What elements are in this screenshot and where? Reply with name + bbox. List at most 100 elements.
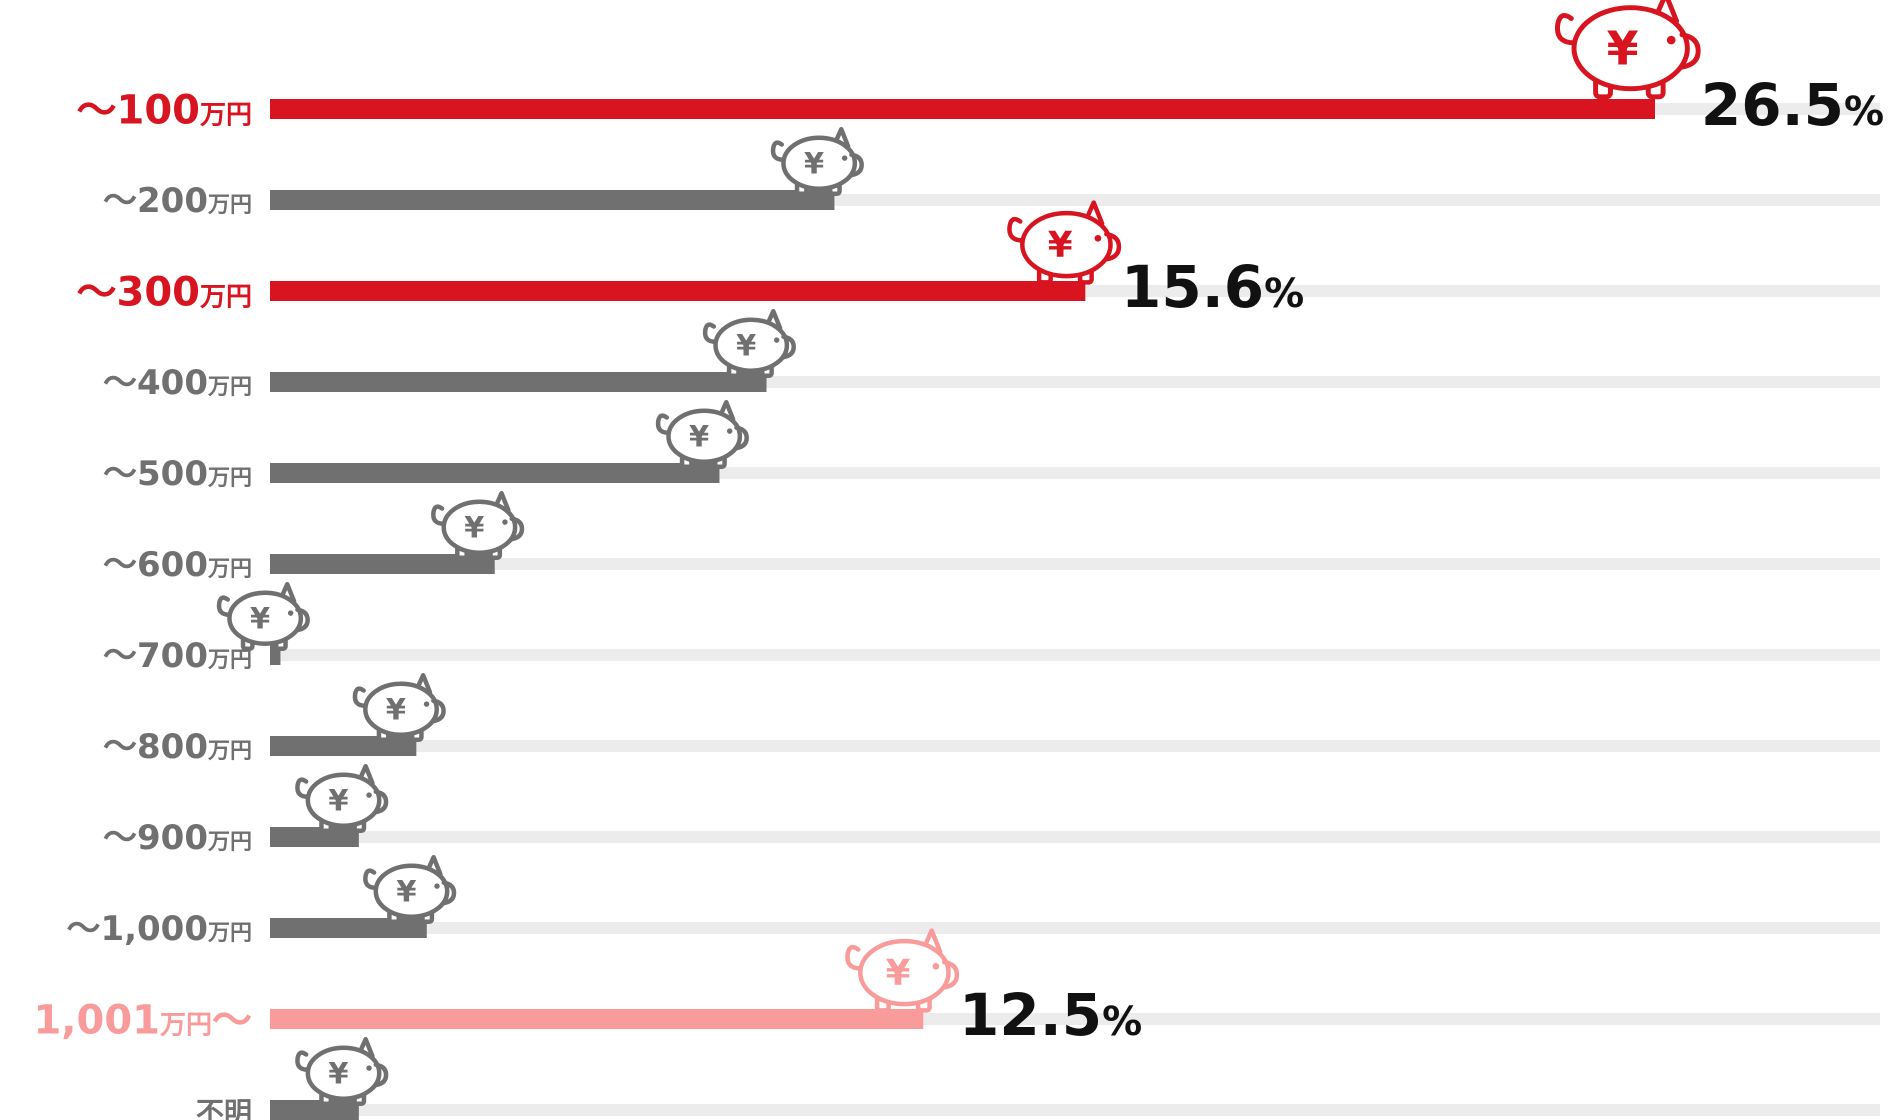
bar-track (270, 649, 1880, 661)
yen-glyph: ¥ (328, 783, 348, 817)
category-prefix: 〜 (76, 269, 116, 315)
yen-glyph: ¥ (386, 692, 406, 726)
category-prefix: 〜 (103, 727, 137, 767)
bar (270, 918, 427, 938)
value-labels: 26.5%15.6%12.5% (959, 71, 1884, 1049)
piggy-bank-yen-icon: ¥ (655, 399, 749, 470)
value-unit: % (1102, 999, 1142, 1045)
yen-glyph: ¥ (736, 328, 756, 362)
piggy-bank-yen-icon: ¥ (363, 854, 457, 925)
category-main: 600 (137, 545, 208, 585)
piggy-bank-yen-icon: ¥ (295, 1036, 389, 1107)
category-main: 200 (137, 181, 208, 221)
piggy-icons: ¥ ¥ ¥ ¥ ¥ ¥ ¥ ¥ ¥ ¥ ¥ ¥ (216, 0, 1701, 1107)
bar (270, 190, 835, 210)
category-prefix: 〜 (103, 181, 137, 221)
bar-tracks (270, 103, 1880, 1116)
category-main: 1,001 (33, 997, 160, 1043)
value-number: 12.5 (959, 981, 1102, 1049)
category-unit: 万円 (207, 466, 252, 491)
category-unit: 万円 (160, 1010, 212, 1040)
category-unit: 万円 (200, 282, 252, 312)
category-label: 〜300万円 (76, 269, 252, 315)
piggy-bank-yen-icon: ¥ (352, 672, 446, 743)
bar (270, 645, 281, 665)
category-unit: 万円 (207, 193, 252, 218)
yen-glyph: ¥ (886, 953, 911, 994)
piggy-bank-yen-icon: ¥ (702, 308, 796, 379)
category-label: 〜1,000万円 (66, 909, 252, 949)
category-label: 〜200万円 (103, 181, 252, 221)
category-prefix: 〜 (103, 454, 137, 494)
value-label: 15.6% (1121, 253, 1304, 321)
category-suffix: 〜 (212, 997, 252, 1043)
category-unit: 万円 (200, 100, 252, 130)
piggy-bank-yen-icon: ¥ (1007, 200, 1122, 285)
category-main: 400 (137, 363, 208, 403)
value-unit: % (1844, 89, 1884, 135)
piggy-bank-yen-icon: ¥ (845, 928, 960, 1013)
bar-track (270, 922, 1880, 934)
category-label: 〜900万円 (103, 818, 252, 858)
yen-glyph: ¥ (464, 510, 484, 544)
category-prefix: 〜 (103, 363, 137, 403)
bars (270, 99, 1655, 1120)
category-main: 100 (116, 87, 200, 133)
piggy-bank-yen-icon: ¥ (216, 581, 310, 652)
piggy-bank-yen-icon: ¥ (431, 490, 525, 561)
category-prefix: 〜 (66, 909, 100, 949)
category-label: 1,001万円〜 (33, 997, 252, 1043)
piggy-bank-yen-icon: ¥ (770, 126, 864, 197)
category-prefix: 〜 (103, 545, 137, 585)
category-label: 〜600万円 (103, 545, 252, 585)
category-main: 800 (137, 727, 208, 767)
value-label: 12.5% (959, 981, 1142, 1049)
yen-glyph: ¥ (1048, 225, 1073, 266)
category-main: 900 (137, 818, 208, 858)
bar-track (270, 831, 1880, 843)
yen-glyph: ¥ (804, 146, 824, 180)
category-label: 〜100万円 (76, 87, 252, 133)
value-number: 26.5 (1701, 71, 1844, 139)
category-unit: 万円 (207, 921, 252, 946)
category-label: 〜500万円 (103, 454, 252, 494)
category-unit: 万円 (207, 375, 252, 400)
value-label: 26.5% (1701, 71, 1884, 139)
bar-track (270, 1104, 1880, 1116)
category-main: 700 (137, 636, 208, 676)
yen-glyph: ¥ (689, 419, 709, 453)
category-label: 〜700万円 (103, 636, 252, 676)
bar (270, 1100, 359, 1120)
bar (270, 281, 1086, 301)
category-unit: 万円 (207, 830, 252, 855)
category-prefix: 〜 (103, 818, 137, 858)
category-label: 〜400万円 (103, 363, 252, 403)
category-labels: 〜100万円〜200万円〜300万円〜400万円〜500万円〜600万円〜700… (33, 87, 252, 1120)
category-label: 〜800万円 (103, 727, 252, 767)
category-label: 不明 (196, 1096, 252, 1120)
bar (270, 1009, 924, 1029)
category-unit: 万円 (207, 739, 252, 764)
bar (270, 99, 1655, 119)
bar-track (270, 558, 1880, 570)
bar (270, 554, 495, 574)
category-main: 300 (116, 269, 200, 315)
yen-glyph: ¥ (396, 874, 416, 908)
bar (270, 463, 720, 483)
piggy-bank-yen-icon: ¥ (295, 763, 389, 834)
yen-glyph: ¥ (250, 601, 270, 635)
value-number: 15.6 (1121, 253, 1264, 321)
category-prefix: 〜 (103, 636, 137, 676)
bar-track (270, 740, 1880, 752)
category-unit: 万円 (207, 557, 252, 582)
category-main: 1,000 (100, 909, 208, 949)
category-main: 500 (137, 454, 208, 494)
value-unit: % (1264, 271, 1304, 317)
bar (270, 736, 417, 756)
piggy-bank-yen-icon: ¥ (1554, 0, 1701, 100)
yen-glyph: ¥ (1607, 21, 1639, 75)
category-prefix: 〜 (76, 87, 116, 133)
bar (270, 827, 359, 847)
category-unit: 万円 (207, 648, 252, 673)
